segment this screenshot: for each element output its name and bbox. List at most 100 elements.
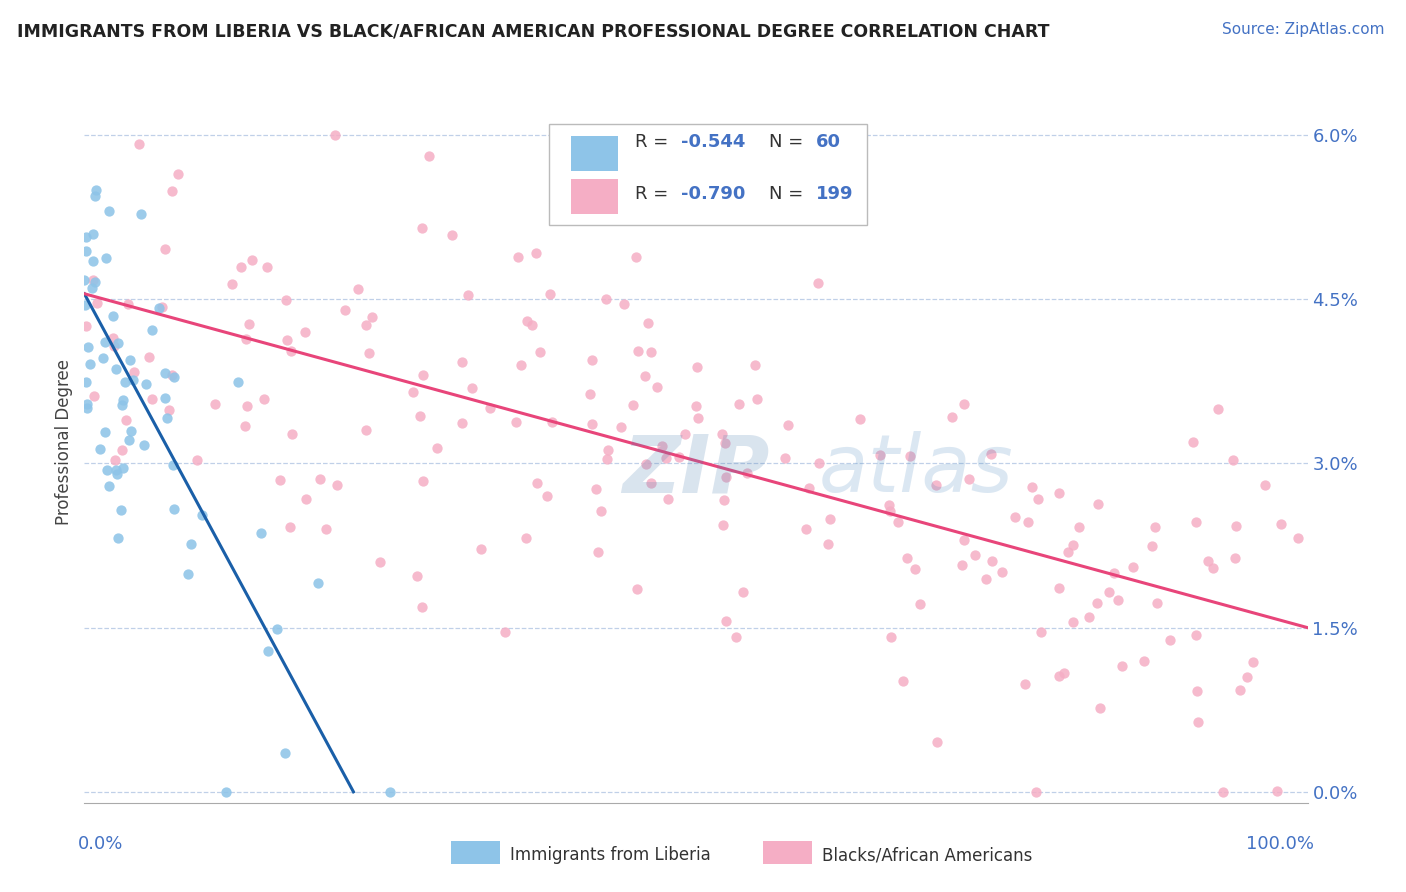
Point [538,287,561,301]
Point [256,260,278,274]
Point [879,630,901,644]
Point [688,410,710,425]
Point [1144,520,1167,534]
Point [898,449,921,463]
Point [609,420,631,434]
Point [76,340,98,354]
Point [651,439,673,453]
Point [76,401,98,415]
Point [73,273,96,287]
Point [153,243,176,257]
Point [91,351,114,365]
Point [581,353,603,368]
Point [1098,584,1121,599]
Point [624,251,647,265]
Point [1222,453,1244,467]
Point [101,331,124,345]
Point [1241,655,1264,669]
Point [1047,669,1070,683]
Point [412,368,434,382]
Text: R =: R = [636,186,673,203]
Point [75,298,97,312]
Point [731,585,754,599]
Point [470,542,492,557]
Point [96,251,118,265]
Bar [571,136,617,170]
Text: N =: N = [769,133,810,151]
Point [887,515,910,529]
Bar [763,841,813,864]
Point [613,297,636,311]
Point [451,355,474,369]
Point [118,353,141,368]
Point [240,253,263,268]
Point [426,441,449,455]
Point [1047,485,1070,500]
Point [1265,784,1288,798]
Point [114,375,136,389]
Point [510,358,533,372]
Point [596,442,619,457]
Point [86,183,108,197]
Point [111,392,134,407]
Point [515,531,537,545]
Point [776,418,799,433]
Point [980,447,1002,461]
Point [1133,654,1156,668]
Point [141,323,163,337]
Point [325,477,347,491]
Point [953,533,976,548]
Point [163,369,186,384]
Point [645,380,668,394]
Point [105,467,128,482]
Point [1087,497,1109,511]
Point [818,512,841,526]
Point [1056,545,1078,559]
Point [214,785,236,799]
Point [626,582,648,596]
Point [405,569,427,583]
Point [94,425,117,439]
Point [253,392,276,406]
Point [457,288,479,302]
Point [596,451,619,466]
Point [637,316,659,330]
Point [589,504,612,518]
Point [673,427,696,442]
Y-axis label: Professional Degree: Professional Degree [55,359,73,524]
Point [411,220,433,235]
Point [221,277,243,291]
Point [685,399,707,413]
Point [361,310,384,325]
Point [1140,539,1163,553]
Point [307,575,329,590]
Point [595,293,617,307]
Point [107,532,129,546]
Point [668,450,690,464]
Point [1085,596,1108,610]
Point [180,537,202,551]
Point [94,334,117,349]
Point [1159,632,1181,647]
Point [716,614,738,628]
Point [727,397,749,411]
Point [1004,510,1026,524]
Point [235,332,257,346]
Point [83,188,105,202]
Point [796,522,818,536]
Point [75,229,97,244]
Point [478,401,501,416]
Point [799,481,821,495]
Point [1206,402,1229,417]
Point [89,442,111,456]
Point [101,309,124,323]
Point [117,297,139,311]
Point [76,397,98,411]
Point [655,451,678,466]
Point [953,396,976,410]
Point [135,377,157,392]
Point [724,630,747,644]
Point [1236,670,1258,684]
Point [103,339,125,353]
Point [877,498,900,512]
